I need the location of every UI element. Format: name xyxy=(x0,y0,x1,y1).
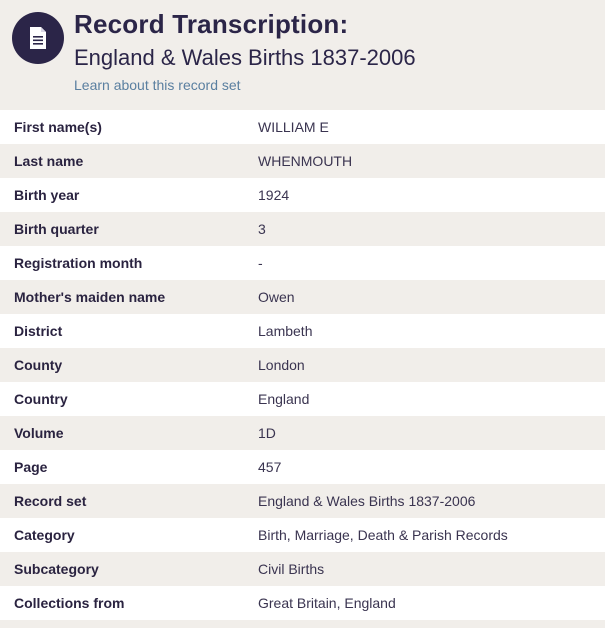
field-value: 1924 xyxy=(258,187,290,203)
table-row: Category Birth, Marriage, Death & Parish … xyxy=(0,518,605,552)
table-row: Registration month - xyxy=(0,246,605,280)
field-value: Birth, Marriage, Death & Parish Records xyxy=(258,527,508,543)
field-value: England & Wales Births 1837-2006 xyxy=(258,493,476,509)
table-row: Mother's maiden name Owen xyxy=(0,280,605,314)
table-row: Last name WHENMOUTH xyxy=(0,144,605,178)
field-label: Record set xyxy=(14,493,87,509)
field-label: Collections from xyxy=(14,595,125,611)
field-value: 3 xyxy=(258,221,266,237)
field-value: Owen xyxy=(258,289,295,305)
field-label: Birth quarter xyxy=(14,221,99,237)
transcription-table: First name(s) WILLIAM E Last name WHENMOUT… xyxy=(0,110,605,620)
page-title: Record Transcription: xyxy=(74,9,349,39)
field-value: England xyxy=(258,391,310,407)
field-label: Birth year xyxy=(14,187,80,203)
table-row: Record set England & Wales Births 1837-20… xyxy=(0,484,605,518)
table-row: First name(s) WILLIAM E xyxy=(0,110,605,144)
record-header: Record Transcription: England & Wales Bi… xyxy=(0,0,605,110)
field-value: 1D xyxy=(258,425,276,441)
field-value: Great Britain, England xyxy=(258,595,396,611)
table-row: Page 457 xyxy=(0,450,605,484)
field-label: Country xyxy=(14,391,68,407)
field-label: Subcategory xyxy=(14,561,99,577)
field-label: Page xyxy=(14,459,48,475)
table-row: Birth year 1924 xyxy=(0,178,605,212)
field-value: Lambeth xyxy=(258,323,313,339)
document-icon xyxy=(30,27,46,49)
field-label: District xyxy=(14,323,63,339)
table-row: District Lambeth xyxy=(0,314,605,348)
field-label: Registration month xyxy=(14,255,143,271)
table-row: Birth quarter 3 xyxy=(0,212,605,246)
field-label: Mother's maiden name xyxy=(14,289,166,305)
table-row: Volume 1D xyxy=(0,416,605,450)
field-value: Civil Births xyxy=(258,561,325,577)
field-value: - xyxy=(258,255,263,271)
field-label: Category xyxy=(14,527,75,543)
record-set-subtitle: England & Wales Births 1837-2006 xyxy=(74,45,416,70)
table-row: Country England xyxy=(0,382,605,416)
field-label: Last name xyxy=(14,153,84,169)
field-value: WHENMOUTH xyxy=(258,153,353,169)
field-value: 457 xyxy=(258,459,282,475)
table-row: County London xyxy=(0,348,605,382)
field-value: WILLIAM E xyxy=(258,119,329,135)
field-label: First name(s) xyxy=(14,119,102,135)
learn-about-record-set-link[interactable]: Learn about this record set xyxy=(74,77,241,93)
field-label: County xyxy=(14,357,63,373)
field-label: Volume xyxy=(14,425,64,441)
table-row: Collections from Great Britain, England xyxy=(0,586,605,620)
document-badge xyxy=(12,12,64,64)
table-row: Subcategory Civil Births xyxy=(0,552,605,586)
field-value: London xyxy=(258,357,305,373)
